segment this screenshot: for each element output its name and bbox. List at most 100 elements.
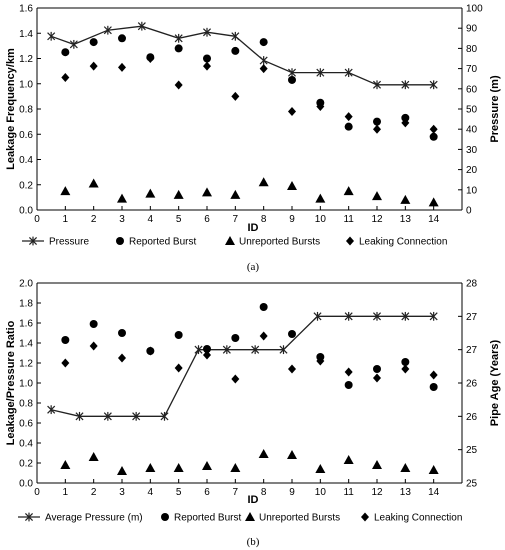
data-point — [373, 124, 381, 134]
data-marks — [47, 21, 439, 207]
right-tick-label: 20 — [466, 165, 478, 176]
legend-item: Reported Burst — [116, 237, 196, 248]
panel-b: 0.00.20.40.60.81.01.21.41.61.82.0 252526… — [5, 279, 501, 549]
right-tick-label: 27 — [466, 345, 478, 356]
data-point — [258, 177, 269, 187]
data-point — [401, 80, 410, 90]
left-tick-label: 1.0 — [19, 79, 33, 90]
data-point — [344, 122, 353, 131]
data-point — [117, 466, 127, 475]
left-tick-label: 1.0 — [19, 379, 33, 390]
data-point — [372, 460, 382, 469]
data-point — [429, 132, 438, 141]
data-point — [372, 191, 382, 201]
data-point — [230, 189, 241, 199]
data-point — [400, 194, 411, 204]
series-circle — [61, 303, 438, 391]
data-point — [287, 450, 297, 459]
left-tick-label: 0.0 — [19, 479, 33, 490]
data-point — [146, 54, 155, 63]
data-point — [75, 411, 84, 421]
right-tick-label: 50 — [466, 105, 478, 116]
data-point — [344, 311, 353, 321]
data-point — [373, 373, 381, 383]
data-point — [259, 56, 268, 65]
legend: Pressure Reported Burst Unreported Bursts L… — [22, 236, 447, 248]
data-point — [429, 370, 438, 380]
data-point — [315, 193, 326, 203]
data-point — [429, 80, 438, 90]
legend-label: Unreported Bursts — [239, 237, 320, 248]
left-tick-label: 1.4 — [19, 339, 33, 350]
left-tick-label: 0.2 — [19, 180, 33, 191]
data-point — [203, 350, 211, 360]
left-tick-label: 0.4 — [19, 439, 33, 450]
data-point — [259, 64, 268, 74]
data-point — [372, 80, 382, 90]
x-tick-label: 1 — [63, 214, 69, 225]
right-tick-label: 0 — [466, 206, 472, 217]
data-point — [231, 374, 240, 384]
data-point — [202, 461, 212, 470]
data-point — [203, 54, 211, 63]
legend-item: Pressure — [22, 237, 89, 248]
x-tick-label: 7 — [233, 487, 239, 498]
right-ticks: 25 25 26 26 27 27 28 — [458, 279, 478, 490]
right-tick-label: 100 — [466, 4, 483, 15]
data-point — [400, 463, 411, 472]
data-point — [89, 61, 98, 71]
data-point — [373, 365, 381, 373]
x-tick-label: 9 — [289, 487, 295, 498]
x-tick-label: 6 — [204, 214, 210, 225]
data-point — [118, 34, 126, 43]
x-tick-label: 13 — [400, 214, 412, 225]
series-star — [47, 311, 438, 421]
series-triangle — [60, 177, 439, 207]
left-tick-label: 1.2 — [19, 54, 33, 65]
data-point — [118, 62, 126, 72]
data-point — [316, 68, 325, 78]
x-tick-label: 2 — [91, 214, 97, 225]
series-line — [51, 315, 434, 417]
data-point — [231, 91, 240, 101]
x-tick-label: 11 — [343, 487, 354, 498]
data-point — [173, 189, 184, 199]
data-point — [132, 411, 141, 421]
right-tick-label: 26 — [466, 412, 478, 423]
x-tick-label: 3 — [119, 487, 125, 498]
data-point — [401, 364, 410, 374]
series-diamond — [61, 331, 438, 384]
legend-label: Average Pressure (m) — [45, 513, 143, 524]
legend-marker — [116, 237, 124, 245]
x-tick-label: 0 — [34, 487, 40, 498]
data-point — [279, 345, 288, 355]
left-tick-label: 1.4 — [19, 29, 33, 40]
x-tick-label: 3 — [119, 214, 125, 225]
left-tick-label: 0.4 — [19, 155, 33, 166]
data-point — [89, 320, 98, 328]
x-tick-label: 0 — [34, 214, 40, 225]
data-point — [230, 463, 241, 472]
legend-label: Leaking Connection — [374, 513, 462, 524]
data-point — [203, 345, 211, 353]
legend-marker — [161, 513, 169, 521]
legend-marker — [361, 512, 369, 522]
x-tick-label: 4 — [148, 214, 154, 225]
data-point — [401, 311, 410, 321]
data-point — [118, 353, 126, 363]
left-tick-label: 1.8 — [19, 299, 33, 310]
data-point — [89, 341, 98, 351]
left-axis-title: Leakage/Pressure Ratio — [5, 320, 17, 445]
right-tick-label: 40 — [466, 125, 478, 136]
right-tick-label: 10 — [466, 185, 478, 196]
legend-item: Unreported Bursts — [225, 236, 320, 248]
x-tick-label: 7 — [233, 214, 239, 225]
series-diamond — [61, 54, 438, 134]
data-point — [202, 187, 212, 197]
data-point — [60, 186, 71, 196]
left-tick-label: 1.2 — [19, 359, 33, 370]
legend-marker — [28, 236, 38, 246]
right-ticks: 0 10 20 30 40 50 60 70 80 90 100 — [458, 4, 483, 217]
left-axis-title: Leakage Frequency/km — [5, 48, 17, 170]
data-point — [231, 46, 240, 55]
